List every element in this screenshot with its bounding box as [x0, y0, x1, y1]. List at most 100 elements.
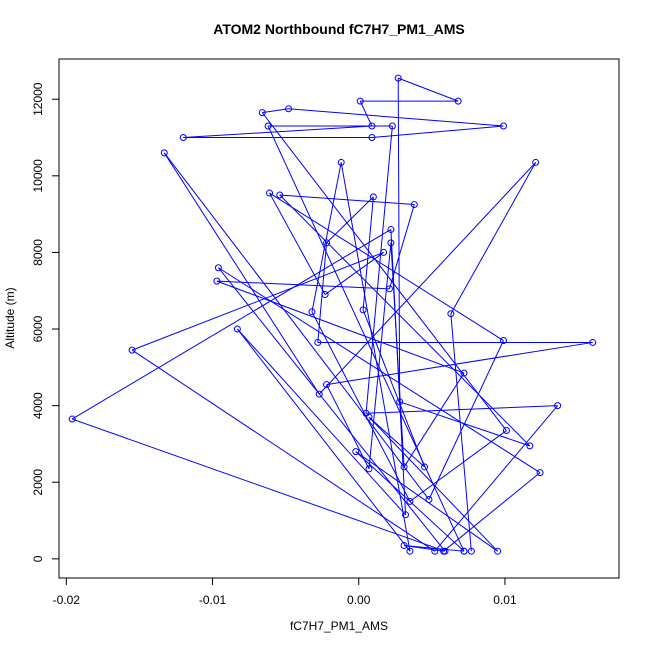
- y-tick-label: 2000: [31, 469, 45, 496]
- series-line-segment: [269, 192, 504, 341]
- data-point: [352, 448, 360, 456]
- data-point: [258, 109, 266, 117]
- series-line-segment: [398, 77, 459, 102]
- x-axis-label: fC7H7_PM1_AMS: [290, 619, 388, 633]
- y-tick-label: 10000: [31, 159, 45, 193]
- x-tick-label: -0.01: [199, 593, 227, 607]
- series-line-segment: [371, 125, 504, 139]
- data-point: [447, 310, 455, 318]
- data-point: [380, 248, 388, 256]
- series-line-segment: [216, 280, 465, 374]
- series-line-segment: [368, 416, 425, 468]
- data-point: [369, 193, 377, 201]
- data-point: [532, 158, 540, 166]
- data-point: [385, 285, 393, 293]
- series-line-segment: [163, 152, 430, 500]
- series-line-segment: [359, 100, 373, 127]
- series-line-segment: [450, 162, 537, 314]
- series-line-segment: [288, 108, 504, 127]
- data-point: [554, 402, 562, 410]
- data-point: [356, 97, 364, 105]
- series-line-segment: [443, 472, 541, 552]
- data-point: [368, 134, 376, 142]
- data-point: [314, 338, 322, 346]
- y-axis-label: Altitude (m): [3, 287, 17, 348]
- data-point: [264, 122, 272, 130]
- data-point: [502, 427, 510, 435]
- series-line-segment: [311, 162, 342, 312]
- series-line-segment: [368, 416, 499, 552]
- series-line-segment: [326, 384, 370, 470]
- series-line-segment: [326, 341, 593, 386]
- series-line-segment: [279, 194, 415, 206]
- data-point: [365, 413, 373, 421]
- chart-title: ATOM2 Northbound fC7H7_PM1_AMS: [213, 21, 465, 37]
- series-line-segment: [267, 125, 465, 552]
- series-line-segment: [409, 430, 507, 502]
- y-tick-label: 0: [31, 555, 45, 562]
- plot-frame: [58, 58, 620, 579]
- data-point: [321, 291, 329, 299]
- series-line-segment: [311, 311, 411, 502]
- series-line-segment: [236, 328, 411, 552]
- data-point: [128, 346, 136, 354]
- data-point: [410, 201, 418, 209]
- data-point: [323, 381, 331, 389]
- series-lines: [71, 77, 593, 552]
- data-point: [494, 547, 502, 555]
- series-line-segment: [324, 252, 384, 295]
- series-line-segment: [183, 125, 372, 139]
- series-points: [68, 74, 597, 555]
- series-line-segment: [362, 196, 374, 310]
- data-point: [536, 469, 544, 477]
- series-line-segment: [71, 229, 392, 420]
- data-point: [460, 369, 468, 377]
- data-point: [387, 239, 395, 247]
- data-point: [406, 547, 414, 555]
- data-point: [425, 495, 433, 503]
- data-point: [421, 463, 429, 471]
- series-line-segment: [326, 196, 374, 244]
- y-tick-label: 12000: [31, 82, 45, 116]
- series-line-segment: [355, 451, 465, 552]
- x-tick-label: 0.01: [493, 593, 517, 607]
- data-point: [499, 337, 507, 345]
- series-line-segment: [269, 192, 326, 295]
- data-point: [441, 547, 449, 555]
- series-line-segment: [434, 405, 558, 552]
- data-point: [526, 442, 534, 450]
- data-point: [589, 338, 597, 346]
- series-line-segment: [366, 405, 558, 414]
- series-line-segment: [403, 372, 465, 468]
- series-line-segment: [261, 112, 507, 431]
- data-point: [213, 277, 221, 285]
- data-point: [323, 239, 331, 247]
- series-line-segment: [163, 152, 320, 395]
- series-line-segment: [71, 418, 446, 552]
- data-point: [460, 547, 468, 555]
- data-point: [388, 122, 396, 130]
- data-point: [179, 134, 187, 142]
- data-point: [467, 547, 475, 555]
- data-point: [431, 547, 439, 555]
- y-tick-label: 4000: [31, 392, 45, 419]
- series-line-segment: [365, 125, 393, 414]
- data-point: [308, 308, 316, 316]
- data-point: [285, 105, 293, 113]
- y-tick-label: 6000: [31, 315, 45, 342]
- data-point: [68, 415, 76, 423]
- data-point: [233, 325, 241, 333]
- series-line-segment: [450, 313, 472, 552]
- data-point: [276, 191, 284, 199]
- data-point: [214, 264, 222, 272]
- y-tick-label: 8000: [31, 239, 45, 266]
- data-point: [337, 158, 345, 166]
- series-line-segment: [262, 108, 289, 114]
- x-tick-label: -0.02: [53, 593, 81, 607]
- data-point: [368, 122, 376, 130]
- series-line-segment: [399, 401, 530, 447]
- data-point: [499, 122, 507, 130]
- data-point: [315, 390, 323, 398]
- data-point: [400, 463, 408, 471]
